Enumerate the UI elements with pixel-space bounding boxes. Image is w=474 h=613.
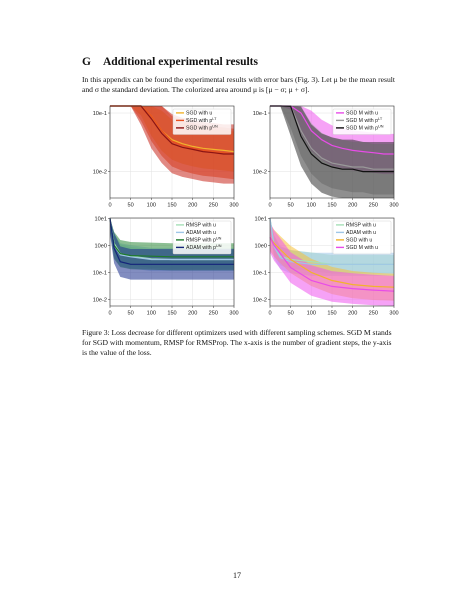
x-tick-label: 100 [307, 203, 316, 209]
chart-bottom-right: 0 50 100 150 200 250 300 10e1 10e0 10e-1 10e-2 RMSP… [253, 217, 399, 317]
x-tick-label: 300 [389, 311, 398, 317]
x-tick-label: 300 [229, 203, 238, 209]
legend-label-superscript: LT [212, 117, 217, 121]
x-tick-label: 250 [369, 203, 378, 209]
x-tick-label: 250 [209, 311, 218, 317]
figure-caption: Figure 3: Loss decrease for different op… [82, 328, 392, 357]
x-tick-label: 300 [389, 203, 398, 209]
legend-label: SGD with u [186, 111, 212, 117]
y-tick-label: 10e-1 [253, 111, 267, 117]
chart-bottom-left: 0 50 100 150 200 250 300 10e1 10e0 10e-1 10e-2 RMSP… [93, 217, 239, 317]
x-tick-label: 0 [108, 203, 111, 209]
x-tick-label: 150 [167, 203, 176, 209]
line-adam-with-p-un [109, 218, 234, 265]
legend-label: RMSP with u [186, 223, 216, 229]
legend-label: SGD M with pLT [346, 117, 383, 124]
x-tick-label: 100 [147, 311, 156, 317]
x-tick-label: 0 [268, 203, 271, 209]
y-tick-label: 10e-2 [253, 297, 267, 303]
y-tick-label: 10e-1 [93, 270, 107, 276]
legend-box [332, 108, 392, 135]
legend-label-superscript: UN [378, 125, 384, 129]
x-tick-label: 250 [369, 311, 378, 317]
x-tick-label: 100 [147, 203, 156, 209]
x-tick-label: 50 [128, 311, 134, 317]
y-tick-label: 10e0 [255, 243, 267, 249]
chart-top-right: 0 50 100 150 200 250 300 10e-1 10e-2 SGD M with u… [253, 105, 399, 209]
legend-label: ADAM with pUN [186, 244, 222, 251]
legend-label: SGD with u [346, 238, 372, 244]
legend-box [172, 108, 232, 135]
x-tick-label: 150 [167, 311, 176, 317]
section-heading: G Additional experimental results [82, 56, 258, 68]
legend-label: SGD with pLT [186, 117, 217, 124]
legend-label-superscript: LT [378, 117, 383, 121]
y-tick-label: 10e-2 [93, 297, 107, 303]
y-tick-label: 10e-1 [93, 111, 107, 117]
legend-label: SGD with pUN [186, 125, 218, 132]
legend-label: SGD M with pUN [346, 125, 384, 132]
x-tick-label: 200 [348, 311, 357, 317]
section-number: G [82, 56, 91, 68]
line-sgd-m-with-p-un [270, 105, 394, 173]
legend-label: ADAM with u [346, 230, 376, 236]
legend-label: SGD M with u [346, 111, 378, 117]
x-tick-label: 100 [307, 311, 316, 317]
y-tick-label: 10e-2 [93, 170, 107, 176]
y-tick-label: 10e1 [95, 217, 107, 223]
legend-label: ADAM with u [186, 230, 216, 236]
x-tick-label: 200 [188, 203, 197, 209]
x-tick-label: 50 [288, 311, 294, 317]
intro-paragraph: In this appendix can be found the experi… [82, 75, 396, 94]
line-sgd-m-with-u [269, 237, 395, 292]
y-tick-label: 10e-1 [253, 270, 267, 276]
section-title: Additional experimental results [102, 56, 258, 68]
line-rmsp-with-p-un [109, 218, 234, 258]
x-tick-label: 0 [108, 311, 111, 317]
page-number: 17 [233, 571, 241, 580]
legend-box [172, 220, 232, 255]
x-tick-label: 200 [188, 311, 197, 317]
legend-label-superscript: UN [212, 125, 218, 129]
y-tick-label: 10e1 [255, 217, 267, 223]
legend-box [332, 220, 392, 255]
x-tick-label: 200 [348, 203, 357, 209]
x-tick-label: 0 [268, 311, 271, 317]
y-tick-label: 10e-2 [253, 170, 267, 176]
legend-label: SGD M with u [346, 245, 378, 251]
x-tick-label: 150 [327, 203, 336, 209]
x-tick-label: 150 [327, 311, 336, 317]
legend-label: RMSP with pUN [186, 237, 222, 244]
x-tick-label: 50 [128, 203, 134, 209]
line-sgd-with-u [269, 236, 395, 288]
x-tick-label: 50 [288, 203, 294, 209]
legend-label-superscript: UN [216, 244, 222, 248]
legend-label-superscript: UN [216, 237, 222, 241]
y-tick-label: 10e0 [95, 243, 107, 249]
band-sgd-m-with-p-un [270, 106, 394, 198]
x-tick-label: 250 [209, 203, 218, 209]
line-adam-with-u [269, 218, 394, 265]
x-tick-label: 300 [229, 311, 238, 317]
legend-label: RMSP with u [346, 223, 376, 229]
